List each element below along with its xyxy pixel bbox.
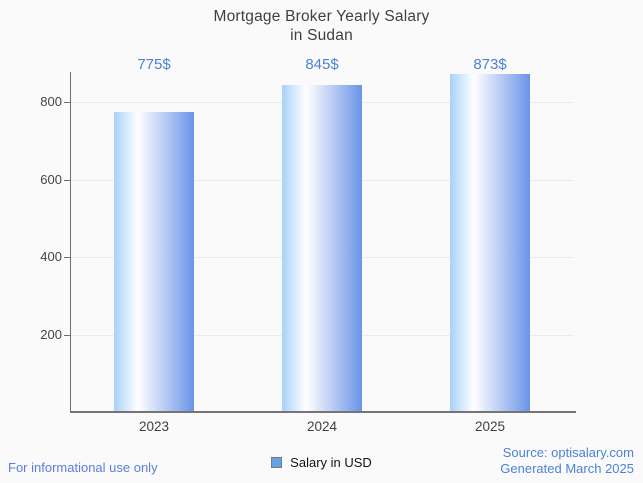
y-axis-tick	[64, 179, 70, 181]
y-axis-tick	[64, 257, 70, 258]
chart-title-line2: in Sudan	[290, 27, 353, 44]
bar-2024	[282, 84, 362, 412]
source-text: Source: optisalary.com	[502, 445, 634, 460]
y-axis-tick	[64, 334, 70, 336]
bar-2025	[450, 73, 530, 412]
chart-title-line1: Mortgage Broker Yearly Salary	[213, 8, 430, 25]
x-axis-label: 2025	[474, 419, 506, 434]
y-axis-tick-label: 800	[40, 94, 62, 109]
bar-value-label: 845$	[305, 56, 339, 73]
y-axis-line	[70, 72, 71, 413]
generated-text: Generated March 2025	[500, 461, 634, 476]
bar-value-label: 873$	[473, 56, 507, 73]
disclaimer-text: For informational use only	[8, 460, 158, 475]
y-axis-tick-label: 600	[40, 171, 62, 187]
bar-2023	[114, 111, 194, 412]
source-attribution: Source: optisalary.com Generated March 2…	[500, 445, 634, 477]
y-axis-tick-label: 400	[40, 249, 62, 264]
legend: Salary in USD	[0, 455, 643, 470]
chart-title: Mortgage Broker Yearly Salary in Sudan	[0, 7, 643, 45]
x-axis-label: 2023	[138, 419, 170, 434]
y-axis-tick-label: 200	[40, 326, 62, 342]
legend-label: Salary in USD	[290, 455, 372, 470]
x-axis-line	[70, 411, 576, 413]
legend-swatch-icon	[271, 457, 283, 468]
bar-value-label: 775$	[137, 56, 171, 73]
x-axis-label: 2024	[306, 419, 338, 434]
y-axis-tick	[64, 102, 70, 103]
